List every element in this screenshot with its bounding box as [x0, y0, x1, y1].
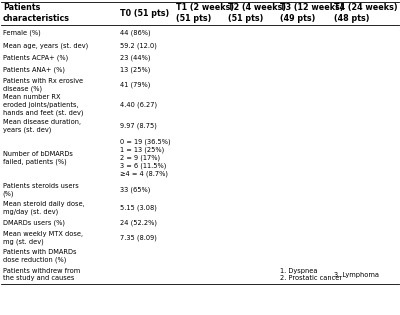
- Text: DMARDs users (%): DMARDs users (%): [3, 220, 65, 226]
- Text: 44 (86%): 44 (86%): [120, 29, 151, 36]
- Text: 3. Lymphoma: 3. Lymphoma: [334, 272, 379, 278]
- Text: 13 (25%): 13 (25%): [120, 66, 150, 73]
- Text: 59.2 (12.0): 59.2 (12.0): [120, 43, 157, 49]
- Text: Mean steroid daily dose,
mg/day (st. dev): Mean steroid daily dose, mg/day (st. dev…: [3, 201, 84, 215]
- Text: 5.15 (3.08): 5.15 (3.08): [120, 205, 157, 211]
- Text: T4 (24 weeks)
(48 pts): T4 (24 weeks) (48 pts): [334, 3, 398, 23]
- Text: 7.35 (8.09): 7.35 (8.09): [120, 235, 157, 241]
- Text: 24 (52.2%): 24 (52.2%): [120, 220, 157, 226]
- Text: 1. Dyspnea
2. Prostatic cancer: 1. Dyspnea 2. Prostatic cancer: [280, 268, 342, 281]
- Text: Mean weekly MTX dose,
mg (st. dev): Mean weekly MTX dose, mg (st. dev): [3, 231, 83, 245]
- Text: 4.40 (6.27): 4.40 (6.27): [120, 102, 157, 108]
- Text: Patients withdrew from
the study and causes: Patients withdrew from the study and cau…: [3, 268, 80, 281]
- Text: 0 = 19 (36.5%)
1 = 13 (25%)
2 = 9 (17%)
3 = 6 (11.5%)
≥4 = 4 (8.7%): 0 = 19 (36.5%) 1 = 13 (25%) 2 = 9 (17%) …: [120, 138, 171, 177]
- Text: Patients steroids users
(%): Patients steroids users (%): [3, 183, 78, 197]
- Text: 9.97 (8.75): 9.97 (8.75): [120, 123, 157, 129]
- Text: Patients
characteristics: Patients characteristics: [3, 3, 70, 23]
- Text: T0 (51 pts): T0 (51 pts): [120, 9, 169, 18]
- Text: 23 (44%): 23 (44%): [120, 54, 150, 61]
- Text: T2 (4 weeks)
(51 pts): T2 (4 weeks) (51 pts): [228, 3, 286, 23]
- Text: T1 (2 weeks)
(51 pts): T1 (2 weeks) (51 pts): [176, 3, 234, 23]
- Text: Mean disease duration,
years (st. dev): Mean disease duration, years (st. dev): [3, 119, 81, 133]
- Text: Patients with Rx erosive
disease (%): Patients with Rx erosive disease (%): [3, 78, 83, 92]
- Text: 41 (79%): 41 (79%): [120, 82, 150, 88]
- Text: Patients ANA+ (%): Patients ANA+ (%): [3, 66, 65, 73]
- Text: Mean age, years (st. dev): Mean age, years (st. dev): [3, 43, 88, 49]
- Text: Patients with DMARDs
dose reduction (%): Patients with DMARDs dose reduction (%): [3, 249, 76, 263]
- Text: 33 (65%): 33 (65%): [120, 186, 150, 193]
- Text: T3 (12 weeks)
(49 pts): T3 (12 weeks) (49 pts): [280, 3, 344, 23]
- Text: Number of bDMARDs
failed, patients (%): Number of bDMARDs failed, patients (%): [3, 151, 73, 165]
- Text: Mean number RX
eroded joints/patients,
hands and feet (st. dev): Mean number RX eroded joints/patients, h…: [3, 94, 83, 116]
- Text: Female (%): Female (%): [3, 29, 40, 36]
- Text: Patients ACPA+ (%): Patients ACPA+ (%): [3, 54, 68, 61]
